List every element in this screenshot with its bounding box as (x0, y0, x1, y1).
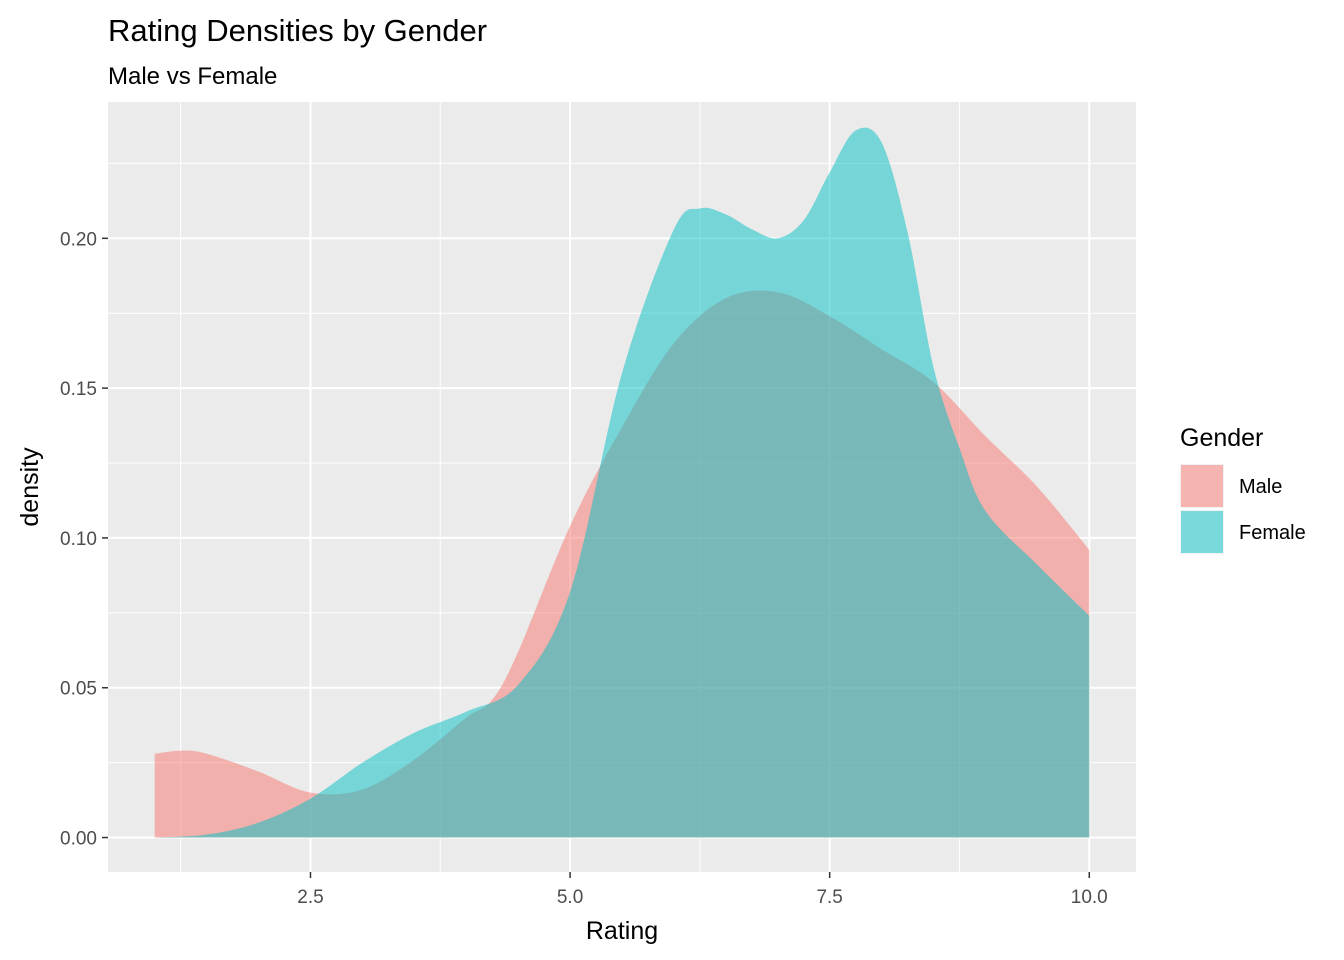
x-tick-label: 10.0 (1071, 887, 1108, 908)
y-tick-label: 0.05 (60, 679, 97, 700)
x-tick-label: 5.0 (557, 887, 583, 908)
y-axis-title: density (16, 447, 44, 527)
density-areas (154, 127, 1090, 838)
legend-title: Gender (1180, 424, 1263, 452)
legend-label-male: Male (1239, 476, 1282, 498)
x-tick-label: 7.5 (816, 887, 842, 908)
y-tick-label: 0.15 (60, 379, 97, 400)
legend-swatch-female (1181, 511, 1223, 553)
x-axis-ticks: 2.5 5.0 7.5 10.0 (297, 872, 1108, 908)
density-area-female (154, 127, 1090, 838)
x-axis-title: Rating (586, 917, 658, 945)
y-tick-label: 0.20 (60, 229, 97, 250)
y-axis-ticks: 0.00 0.05 0.10 0.15 0.20 (60, 229, 108, 850)
chart-subtitle: Male vs Female (108, 63, 277, 90)
y-tick-label: 0.00 (60, 829, 97, 850)
legend-items: Male Female (1180, 464, 1306, 554)
legend-swatch-male (1181, 465, 1223, 507)
chart-title: Rating Densities by Gender (108, 13, 487, 48)
legend: Gender Male Female (1180, 424, 1306, 554)
x-tick-label: 2.5 (297, 887, 323, 908)
y-tick-label: 0.10 (60, 529, 97, 550)
legend-label-female: Female (1239, 522, 1306, 544)
